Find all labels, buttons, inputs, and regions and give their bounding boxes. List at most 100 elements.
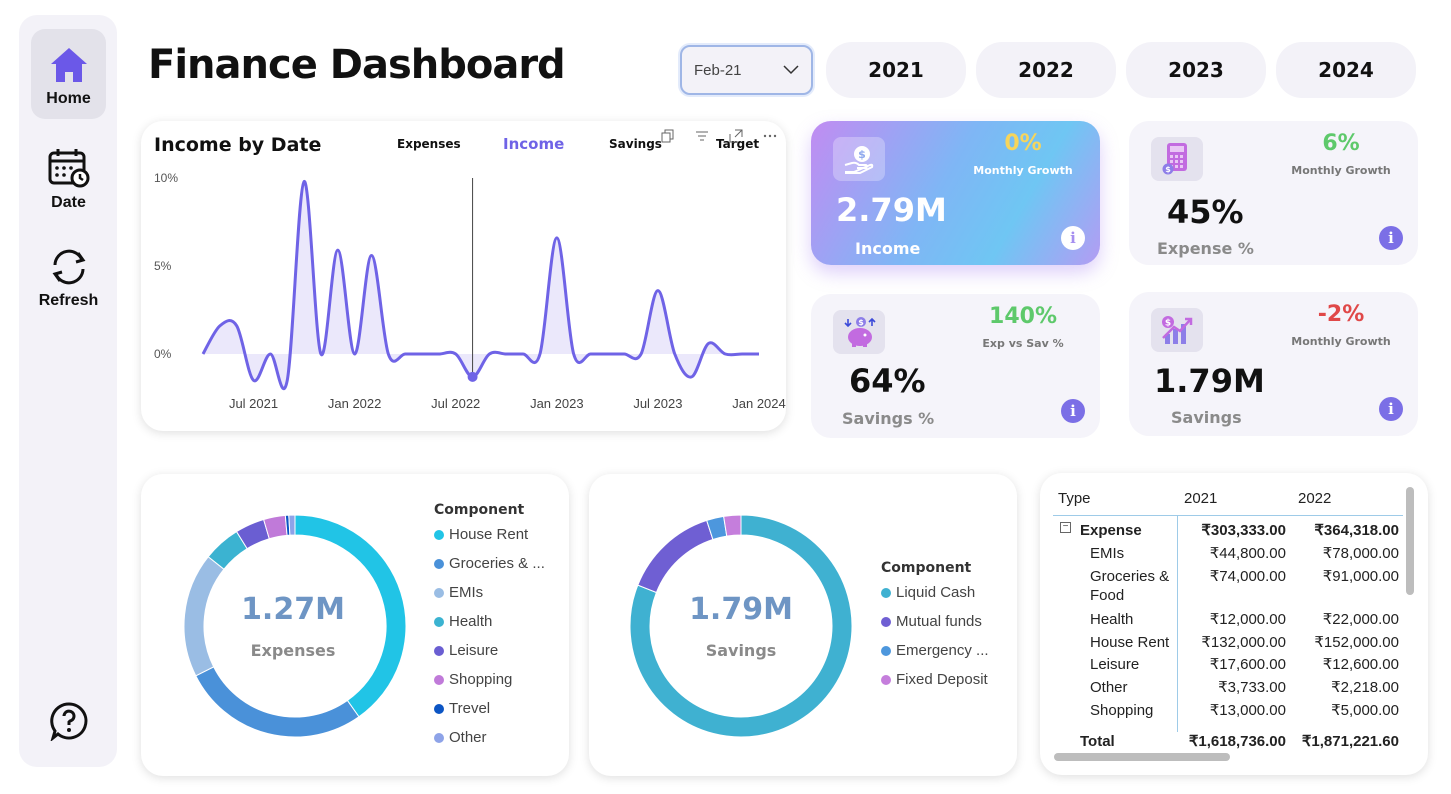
savings-legend-item[interactable]: Emergency ... bbox=[881, 642, 989, 659]
expenses-legend-item[interactable]: House Rent bbox=[434, 526, 528, 543]
savings-slice-mutual-funds[interactable] bbox=[637, 519, 714, 594]
legend-dot bbox=[434, 616, 444, 627]
column-header-type[interactable]: Type bbox=[1058, 490, 1091, 507]
date-select[interactable]: Feb-21 bbox=[680, 45, 813, 95]
cell-2021: ₹132,000.00 bbox=[1201, 634, 1286, 651]
column-header-2022[interactable]: 2022 bbox=[1298, 490, 1332, 507]
income-value: 2.79M bbox=[836, 191, 947, 229]
legend-label: Liquid Cash bbox=[896, 584, 976, 601]
savings-legend-item[interactable]: Fixed Deposit bbox=[881, 671, 988, 688]
expand-icon[interactable] bbox=[729, 129, 743, 143]
year-button-2021[interactable]: 2021 bbox=[826, 42, 966, 98]
tab-target[interactable]: Target bbox=[716, 137, 760, 151]
income-by-date-card: Income by Date Expenses Income Savings T… bbox=[141, 121, 786, 431]
income-area bbox=[203, 181, 759, 389]
legend-dot bbox=[434, 645, 444, 656]
vertical-scrollbar[interactable] bbox=[1406, 487, 1414, 595]
year-button-2023[interactable]: 2023 bbox=[1126, 42, 1266, 98]
piggy-bank-icon: $ bbox=[844, 317, 876, 347]
expenses-legend-item[interactable]: Leisure bbox=[434, 642, 498, 659]
expense-table-card: Type 2021 2022 − Expense ₹303,333.00 ₹364,… bbox=[1040, 473, 1428, 775]
expenses-slice-groceries[interactable] bbox=[195, 666, 360, 738]
calendar-icon bbox=[48, 149, 89, 188]
income-line-chart: 0% 5% 10% Jul 2021 Jan 2022 Jul 2022 Jan 2023 J… bbox=[154, 171, 786, 411]
savings-donut-card: 1.79M Savings Component Liquid Cash Mutua… bbox=[589, 474, 1017, 776]
expenses-slice-other[interactable] bbox=[288, 514, 296, 536]
savings-label: Savings bbox=[1171, 408, 1242, 427]
expenses-legend-item[interactable]: EMIs bbox=[434, 584, 483, 601]
tab-savings[interactable]: Savings bbox=[609, 137, 662, 151]
expense-info-button[interactable]: i bbox=[1379, 226, 1403, 250]
row-label: Leisure bbox=[1090, 656, 1140, 673]
svg-text:$: $ bbox=[858, 148, 866, 161]
savings-donut-chart bbox=[629, 514, 853, 738]
copy-icon[interactable] bbox=[661, 129, 675, 143]
more-options-icon[interactable] bbox=[763, 129, 777, 143]
calculator-icon: $ bbox=[1162, 143, 1187, 175]
table-total-row[interactable]: Total ₹1,618,736.00 ₹1,871,221.60 bbox=[1040, 732, 1400, 754]
x-tick-label: Jul 2021 bbox=[229, 396, 278, 411]
table-row[interactable]: Health ₹12,000.00 ₹22,000.00 bbox=[1040, 610, 1400, 632]
table-row[interactable]: EMIs ₹44,800.00 ₹78,000.00 bbox=[1040, 544, 1400, 566]
expenses-total: 1.27M bbox=[241, 592, 345, 627]
filter-icon[interactable] bbox=[695, 129, 709, 143]
table-row[interactable]: House Rent ₹132,000.00 ₹152,000.00 bbox=[1040, 633, 1400, 655]
year-button-2024[interactable]: 2024 bbox=[1276, 42, 1416, 98]
income-growth-pct: 0% bbox=[1004, 131, 1042, 156]
sidebar-item-label: Home bbox=[46, 90, 91, 107]
expense-growth-label: Monthly Growth bbox=[1291, 164, 1391, 177]
savings-slice-fixed-deposit[interactable] bbox=[723, 514, 742, 537]
tab-expenses[interactable]: Expenses bbox=[397, 137, 461, 151]
expenses-legend-title: Component bbox=[434, 502, 525, 518]
legend-label: EMIs bbox=[449, 584, 484, 601]
svg-text:$: $ bbox=[858, 318, 864, 327]
expenses-legend-item[interactable]: Groceries & ... bbox=[434, 555, 545, 572]
savings-legend-item[interactable]: Liquid Cash bbox=[881, 584, 975, 601]
horizontal-scrollbar[interactable] bbox=[1054, 753, 1230, 761]
help-button[interactable] bbox=[31, 701, 106, 745]
home-icon bbox=[50, 48, 87, 82]
year-button-2022[interactable]: 2022 bbox=[976, 42, 1116, 98]
savings-donut-center: 1.79M Savings bbox=[653, 592, 829, 660]
expenses-legend-item[interactable]: Shopping bbox=[434, 671, 512, 688]
savings-legend-item[interactable]: Mutual funds bbox=[881, 613, 982, 630]
info-icon: i bbox=[1070, 402, 1076, 420]
svg-text:$: $ bbox=[1165, 319, 1171, 329]
row-label: Shopping bbox=[1090, 702, 1154, 719]
legend-dot bbox=[434, 529, 444, 540]
legend-dot bbox=[881, 587, 891, 598]
savings-slice-liquid-cash[interactable] bbox=[629, 514, 853, 738]
expenses-legend-item[interactable]: Health bbox=[434, 613, 492, 630]
column-header-2021[interactable]: 2021 bbox=[1184, 490, 1218, 507]
table-row[interactable]: Leisure ₹17,600.00 ₹12,600.00 bbox=[1040, 655, 1400, 677]
sidebar-item-home[interactable]: Home bbox=[31, 29, 106, 119]
income-icon-box: $ bbox=[833, 137, 885, 181]
table-row[interactable]: Shopping ₹13,000.00 ₹5,000.00 bbox=[1040, 701, 1400, 723]
legend-label: Mutual funds bbox=[896, 613, 982, 630]
table-row[interactable]: Groceries & Food ₹74,000.00 ₹91,000.00 bbox=[1040, 567, 1400, 604]
cell-2021: ₹17,600.00 bbox=[1209, 656, 1286, 673]
expenses-legend-item[interactable]: Trevel bbox=[434, 700, 490, 717]
sidebar-item-date[interactable]: Date bbox=[31, 147, 106, 217]
info-icon: i bbox=[1070, 229, 1076, 247]
legend-dot bbox=[434, 587, 444, 598]
tab-income[interactable]: Income bbox=[503, 135, 565, 153]
table-row[interactable]: Other ₹3,733.00 ₹2,218.00 bbox=[1040, 678, 1400, 700]
refresh-icon bbox=[52, 249, 85, 285]
cell-2022: ₹364,318.00 bbox=[1314, 522, 1399, 539]
legend-dot bbox=[881, 616, 891, 627]
income-info-button[interactable]: i bbox=[1061, 226, 1085, 250]
savings-info-button[interactable]: i bbox=[1379, 397, 1403, 421]
collapse-icon[interactable]: − bbox=[1060, 522, 1071, 533]
table-row[interactable]: Expense ₹303,333.00 ₹364,318.00 bbox=[1040, 521, 1400, 543]
row-label: House Rent bbox=[1090, 634, 1170, 651]
income-kpi-card: $ 0% Monthly Growth 2.79M Income i bbox=[811, 121, 1100, 265]
savings-pct-info-button[interactable]: i bbox=[1061, 399, 1085, 423]
chart-title: Income by Date bbox=[154, 134, 322, 156]
expenses-legend-item[interactable]: Other bbox=[434, 729, 487, 746]
svg-text:$: $ bbox=[1165, 165, 1171, 174]
income-label: Income bbox=[855, 239, 921, 258]
row-label: Expense bbox=[1080, 522, 1142, 539]
income-line bbox=[201, 180, 759, 391]
sidebar-item-refresh[interactable]: Refresh bbox=[31, 247, 106, 317]
